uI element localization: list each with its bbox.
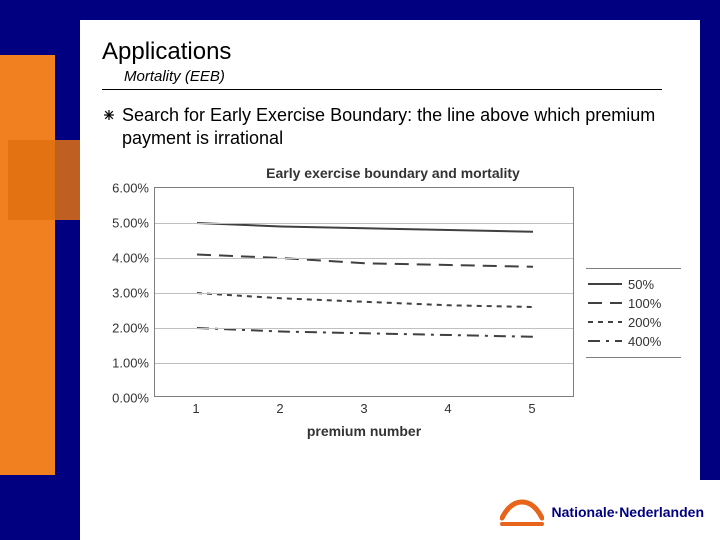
chart-plot-block: 0.00%1.00%2.00%3.00%4.00%5.00%6.00% 1 2 3 4…	[102, 187, 574, 439]
legend-item: 400%	[586, 332, 681, 351]
chart-series-line	[197, 223, 533, 232]
chart-y-label: 2.00%	[112, 320, 149, 335]
chart-legend: 50% 100% 200% 400%	[586, 268, 681, 358]
bullet-icon	[102, 108, 120, 127]
chart-gridline	[155, 363, 573, 364]
chart-title: Early exercise boundary and mortality	[102, 163, 684, 187]
chart-gridline	[155, 328, 573, 329]
legend-swatch	[586, 334, 624, 348]
chart-plot-area: 0.00%1.00%2.00%3.00%4.00%5.00%6.00%	[154, 187, 574, 397]
footer: Nationale·Nederlanden	[80, 480, 720, 540]
chart-gridline	[155, 258, 573, 259]
chart-y-label: 6.00%	[112, 180, 149, 195]
page-title: Applications	[80, 20, 700, 68]
page-subtitle: Mortality (EEB)	[102, 68, 662, 90]
legend-item: 200%	[586, 313, 681, 332]
chart-x-label: 2	[276, 401, 283, 416]
chart-gridline	[155, 293, 573, 294]
chart-body: 0.00%1.00%2.00%3.00%4.00%5.00%6.00% 1 2 3 4…	[102, 187, 684, 439]
chart-x-label: 1	[192, 401, 199, 416]
legend-label: 50%	[624, 277, 654, 292]
legend-swatch	[586, 277, 624, 291]
chart-x-label: 4	[444, 401, 451, 416]
chart-y-label: 3.00%	[112, 285, 149, 300]
brand-logo-icon	[500, 498, 544, 526]
chart-container: Early exercise boundary and mortality 0.…	[102, 163, 684, 439]
legend-item: 50%	[586, 275, 681, 294]
legend-label: 100%	[624, 296, 661, 311]
chart-y-label: 1.00%	[112, 355, 149, 370]
bullet-text: Search for Early Exercise Boundary: the …	[122, 104, 678, 151]
legend-label: 400%	[624, 334, 661, 349]
chart-series-line	[197, 328, 533, 337]
chart-y-label: 4.00%	[112, 250, 149, 265]
chart-gridline	[155, 223, 573, 224]
accent-square	[8, 140, 88, 220]
main-panel: Applications Mortality (EEB) Search for …	[80, 20, 700, 480]
chart-x-label: 3	[360, 401, 367, 416]
brand: Nationale·Nederlanden	[500, 498, 704, 526]
legend-swatch	[586, 296, 624, 310]
bullet-item: Search for Early Exercise Boundary: the …	[80, 104, 700, 159]
chart-series-line	[197, 293, 533, 307]
chart-y-label: 0.00%	[112, 390, 149, 405]
legend-item: 100%	[586, 294, 681, 313]
chart-series-line	[197, 254, 533, 266]
brand-name: Nationale·Nederlanden	[552, 504, 704, 520]
legend-label: 200%	[624, 315, 661, 330]
legend-swatch	[586, 315, 624, 329]
chart-x-label: 5	[528, 401, 535, 416]
accent-sidebar	[0, 55, 55, 475]
chart-x-title: premium number	[154, 419, 574, 439]
chart-y-label: 5.00%	[112, 215, 149, 230]
chart-x-labels: 1 2 3 4 5	[154, 397, 574, 419]
